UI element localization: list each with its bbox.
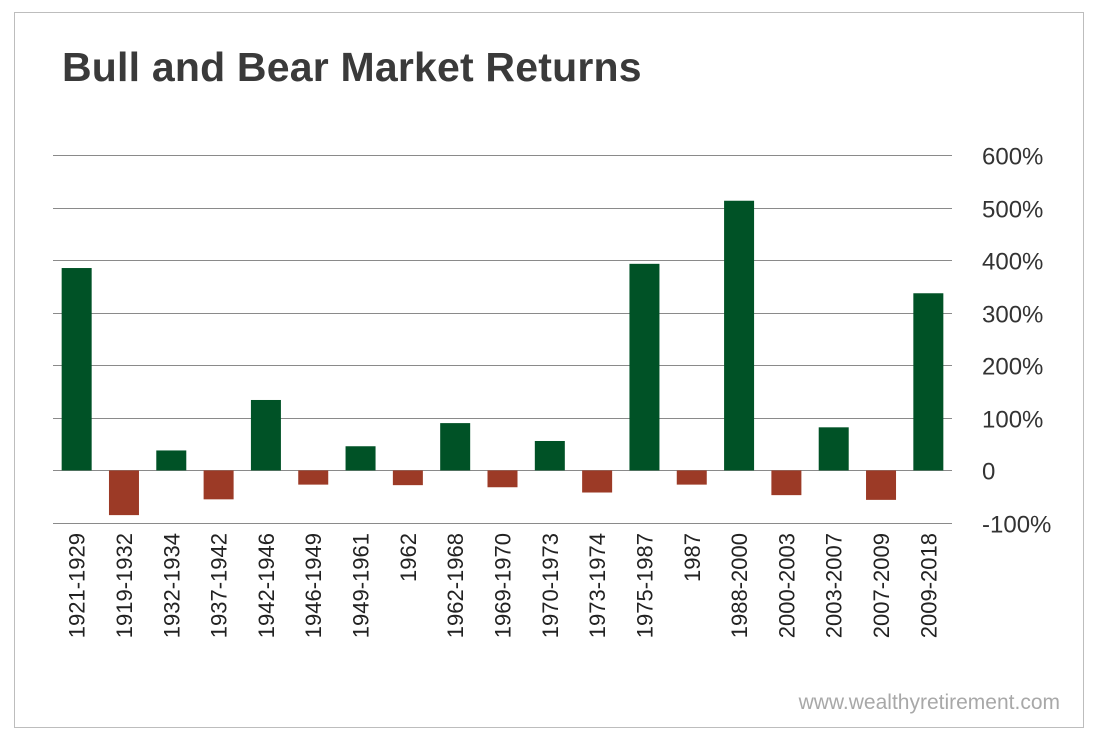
x-tick-label: 2003-2007 xyxy=(822,533,847,638)
x-tick-label: 1932-1934 xyxy=(159,533,184,638)
bar-1919-1932 xyxy=(108,470,139,516)
watermark: www.wealthyretirement.com xyxy=(798,691,1060,714)
bar-1962-1968 xyxy=(440,423,471,471)
x-tick-label: 1970-1973 xyxy=(538,533,563,638)
x-tick-label: 1921-1929 xyxy=(65,533,90,638)
y-tick-label: 600% xyxy=(982,144,1043,171)
y-tick-label: -100% xyxy=(982,512,1051,539)
bars xyxy=(61,200,944,516)
y-axis-ticks: 600% 500% 400% 300% 200% 100% 0 -100% xyxy=(982,144,1051,539)
x-tick-label: 1946-1949 xyxy=(301,533,326,638)
bar-1946-1949 xyxy=(298,470,329,485)
bar-1921-1929 xyxy=(61,268,92,471)
bar-2007-2009 xyxy=(866,470,897,500)
x-axis-ticks: 1921-1929 1919-1932 1932-1934 1937-1942 1942… xyxy=(65,533,942,638)
y-tick-label: 300% xyxy=(982,302,1043,329)
x-tick-label: 2007-2009 xyxy=(869,533,894,638)
bar-1962 xyxy=(392,470,423,486)
chart-title: Bull and Bear Market Returns xyxy=(62,44,642,90)
bar-1973-1974 xyxy=(582,470,613,493)
bar-1942-1946 xyxy=(250,399,281,471)
x-tick-label: 2000-2003 xyxy=(774,533,799,638)
chart-frame xyxy=(14,12,1084,728)
x-tick-label: 1988-2000 xyxy=(727,533,752,638)
y-tick-label: 500% xyxy=(982,197,1043,224)
bar-1937-1942 xyxy=(203,470,234,500)
x-tick-label: 1962 xyxy=(396,533,421,582)
bar-1988-2000 xyxy=(724,200,755,471)
bar-1975-1987 xyxy=(629,263,660,471)
x-tick-label: 1969-1970 xyxy=(491,533,516,638)
x-tick-label: 1962-1968 xyxy=(443,533,468,638)
bar-1969-1970 xyxy=(487,470,518,488)
y-tick-label: 0 xyxy=(982,459,995,486)
x-tick-label: 1937-1942 xyxy=(207,533,232,638)
x-tick-label: 1973-1974 xyxy=(585,533,610,638)
bar-2003-2007 xyxy=(818,427,849,471)
x-tick-label: 1975-1987 xyxy=(632,533,657,638)
bar-2009-2018 xyxy=(913,293,944,471)
bar-2000-2003 xyxy=(771,470,802,496)
bar-1932-1934 xyxy=(156,450,187,471)
x-tick-label: 1942-1946 xyxy=(254,533,279,638)
y-tick-label: 200% xyxy=(982,354,1043,381)
gridlines xyxy=(53,155,952,524)
x-tick-label: 1919-1932 xyxy=(112,533,137,638)
x-tick-label: 1949-1961 xyxy=(349,533,374,638)
y-tick-label: 400% xyxy=(982,249,1043,276)
bar-1949-1961 xyxy=(345,446,376,471)
bar-1970-1973 xyxy=(534,440,565,471)
x-tick-label: 1987 xyxy=(680,533,705,582)
x-tick-label: 2009-2018 xyxy=(916,533,941,638)
y-tick-label: 100% xyxy=(982,407,1043,434)
bar-1987 xyxy=(676,470,707,485)
